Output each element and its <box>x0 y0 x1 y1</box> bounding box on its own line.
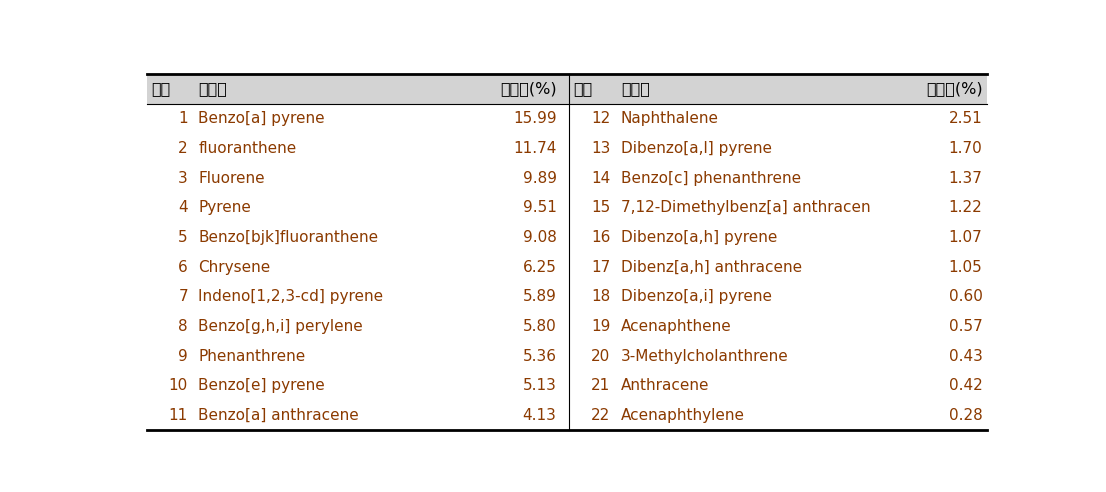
Text: 22: 22 <box>592 408 611 423</box>
Text: 18: 18 <box>592 289 611 304</box>
Text: Dibenzo[a,h] pyrene: Dibenzo[a,h] pyrene <box>620 230 778 245</box>
Text: 1.37: 1.37 <box>949 171 982 185</box>
Text: Indeno[1,2,3-cd] pyrene: Indeno[1,2,3-cd] pyrene <box>198 289 384 304</box>
Text: 0.42: 0.42 <box>949 378 982 393</box>
Text: 10: 10 <box>169 378 188 393</box>
Text: 20: 20 <box>592 349 611 364</box>
Text: 4: 4 <box>178 200 188 215</box>
Text: 11.74: 11.74 <box>513 141 556 156</box>
Text: 물질명: 물질명 <box>620 82 649 96</box>
Text: 7: 7 <box>178 289 188 304</box>
Text: 12: 12 <box>592 111 611 126</box>
Text: 1: 1 <box>178 111 188 126</box>
Text: Benzo[e] pyrene: Benzo[e] pyrene <box>198 378 325 393</box>
Text: 15: 15 <box>592 200 611 215</box>
Text: Phenanthrene: Phenanthrene <box>198 349 305 364</box>
Text: 15.99: 15.99 <box>513 111 556 126</box>
Text: 13: 13 <box>592 141 611 156</box>
Text: Anthracene: Anthracene <box>620 378 709 393</box>
Text: Fluorene: Fluorene <box>198 171 264 185</box>
Text: 6: 6 <box>178 260 188 275</box>
Text: Benzo[a] pyrene: Benzo[a] pyrene <box>198 111 325 126</box>
Text: Acenaphthylene: Acenaphthylene <box>620 408 744 423</box>
Text: 9.89: 9.89 <box>522 171 556 185</box>
Text: fluoranthene: fluoranthene <box>198 141 296 156</box>
Text: 17: 17 <box>592 260 611 275</box>
Text: Acenaphthene: Acenaphthene <box>620 319 731 334</box>
Text: 11: 11 <box>169 408 188 423</box>
Text: 순위: 순위 <box>152 82 170 96</box>
Text: 19: 19 <box>592 319 611 334</box>
Text: Dibenzo[a,i] pyrene: Dibenzo[a,i] pyrene <box>620 289 772 304</box>
Text: 순위: 순위 <box>574 82 593 96</box>
Text: 21: 21 <box>592 378 611 393</box>
Text: Pyrene: Pyrene <box>198 200 251 215</box>
Text: 3: 3 <box>178 171 188 185</box>
Text: 7,12-Dimethylbenz[a] anthracen: 7,12-Dimethylbenz[a] anthracen <box>620 200 870 215</box>
Text: 6.25: 6.25 <box>523 260 556 275</box>
Text: 1.07: 1.07 <box>949 230 982 245</box>
Text: 0.60: 0.60 <box>949 289 982 304</box>
Text: 5: 5 <box>178 230 188 245</box>
Text: Naphthalene: Naphthalene <box>620 111 719 126</box>
Text: 5.89: 5.89 <box>523 289 556 304</box>
Text: 2: 2 <box>178 141 188 156</box>
Text: 9: 9 <box>178 349 188 364</box>
Text: Chrysene: Chrysene <box>198 260 271 275</box>
Text: 0.43: 0.43 <box>949 349 982 364</box>
Text: 1.22: 1.22 <box>949 200 982 215</box>
Text: 0.28: 0.28 <box>949 408 982 423</box>
Bar <box>147 74 570 104</box>
Text: 5.36: 5.36 <box>522 349 556 364</box>
Bar <box>570 74 987 104</box>
Text: Benzo[g,h,i] perylene: Benzo[g,h,i] perylene <box>198 319 363 334</box>
Text: 1.05: 1.05 <box>949 260 982 275</box>
Text: Benzo[bjk]fluoranthene: Benzo[bjk]fluoranthene <box>198 230 378 245</box>
Text: 8: 8 <box>178 319 188 334</box>
Text: 3-Methylcholanthrene: 3-Methylcholanthrene <box>620 349 789 364</box>
Text: Benzo[c] phenanthrene: Benzo[c] phenanthrene <box>620 171 801 185</box>
Text: 물질명: 물질명 <box>198 82 227 96</box>
Text: Dibenzo[a,l] pyrene: Dibenzo[a,l] pyrene <box>620 141 772 156</box>
Text: 백분율(%): 백분율(%) <box>500 82 556 96</box>
Text: 0.57: 0.57 <box>949 319 982 334</box>
Text: 5.80: 5.80 <box>523 319 556 334</box>
Text: 5.13: 5.13 <box>523 378 556 393</box>
Text: 백분율(%): 백분율(%) <box>926 82 982 96</box>
Text: 4.13: 4.13 <box>523 408 556 423</box>
Text: 9.51: 9.51 <box>523 200 556 215</box>
Text: 1.70: 1.70 <box>949 141 982 156</box>
Text: 2.51: 2.51 <box>949 111 982 126</box>
Text: 9.08: 9.08 <box>523 230 556 245</box>
Text: 16: 16 <box>592 230 611 245</box>
Text: Dibenz[a,h] anthracene: Dibenz[a,h] anthracene <box>620 260 802 275</box>
Text: Benzo[a] anthracene: Benzo[a] anthracene <box>198 408 359 423</box>
Text: 14: 14 <box>592 171 611 185</box>
